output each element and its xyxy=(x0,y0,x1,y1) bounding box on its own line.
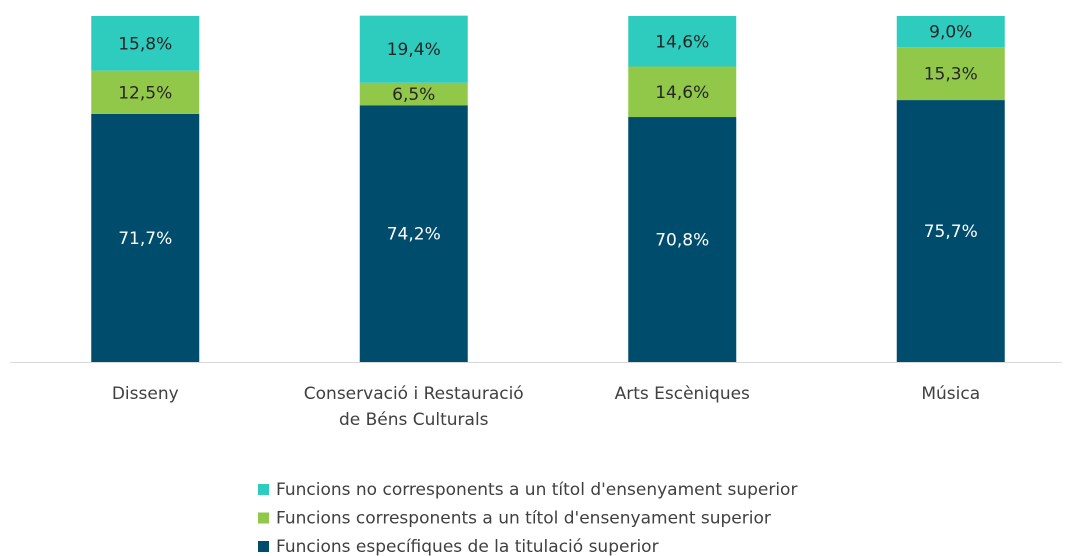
bar-segment xyxy=(896,47,1005,101)
bar-segment xyxy=(91,113,200,362)
value-label: 15,3% xyxy=(924,65,978,85)
x-tick-label: Conservació i Restauració de Béns Cultur… xyxy=(303,384,524,430)
bar-segment xyxy=(628,16,737,67)
x-tick-label: Música xyxy=(921,384,981,404)
x-tick-label: Disseny xyxy=(111,384,179,404)
value-label: 9,0% xyxy=(929,23,972,43)
value-label: 14,6% xyxy=(655,83,709,103)
legend-label: Funcions corresponents a un títol d'ense… xyxy=(276,509,771,529)
bar-segment xyxy=(896,16,1005,48)
legend-swatch xyxy=(258,512,269,524)
x-tick-label: Arts Escèniques xyxy=(614,384,750,404)
value-label: 19,4% xyxy=(387,40,441,60)
bar-segment xyxy=(91,16,200,71)
legend-swatch xyxy=(258,541,269,552)
value-label: 6,5% xyxy=(392,85,435,105)
bar-segment xyxy=(359,82,468,106)
legend-label: Funcions no corresponents a un títol d'e… xyxy=(276,480,797,500)
value-label: 74,2% xyxy=(387,225,441,245)
bar-segment xyxy=(359,15,468,83)
value-label: 15,8% xyxy=(118,34,172,54)
bar-segment xyxy=(359,105,468,362)
value-label: 14,6% xyxy=(655,32,709,52)
value-label: 75,7% xyxy=(924,222,978,242)
bar-segment xyxy=(91,70,200,114)
bar-segment xyxy=(896,100,1005,362)
legend-label: Funcions específiques de la titulació su… xyxy=(276,537,659,556)
value-label: 12,5% xyxy=(118,83,172,103)
value-label: 70,8% xyxy=(655,231,709,251)
legend-swatch xyxy=(258,484,269,495)
bar-segment xyxy=(628,66,737,118)
value-label: 71,7% xyxy=(118,229,172,249)
bar-segment xyxy=(628,117,737,362)
